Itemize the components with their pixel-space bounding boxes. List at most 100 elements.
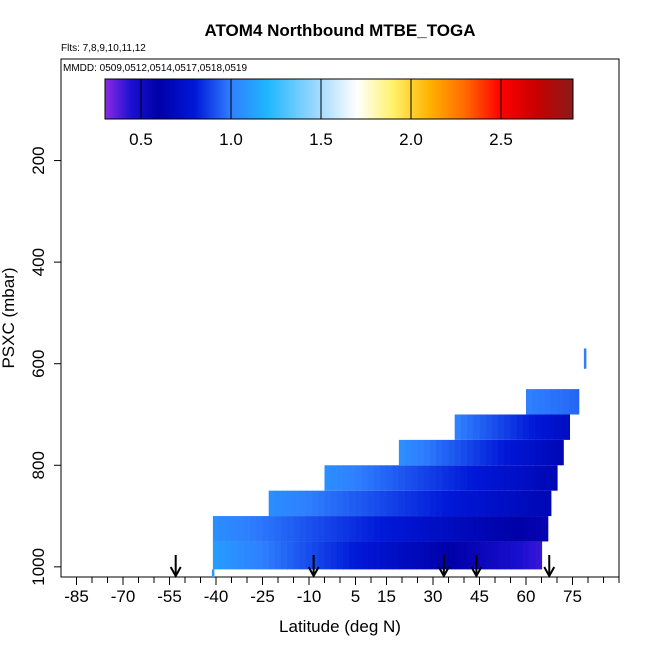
heat-cell [448,439,456,466]
heat-cell [398,541,406,570]
x-tick-label: 15 [377,587,396,606]
data-point [211,569,215,577]
heat-cell [448,541,456,570]
heat-cell [522,414,530,440]
heat-cell [467,490,474,517]
chart-title: ATOM4 Northbound MTBE_TOGA [204,21,475,40]
heat-cell [231,541,239,570]
heat-cell [560,439,564,466]
heat-cell [405,490,412,517]
heat-cell [516,465,524,491]
heat-cell [467,414,474,440]
x-tick-label: 60 [517,587,536,606]
heat-cell [318,516,326,542]
heat-cell [473,490,481,517]
heat-cell [510,414,518,440]
heat-cell [367,541,375,570]
heat-cell [343,516,350,542]
heat-cell [386,541,394,570]
heat-cell [429,516,437,542]
heat-cell [312,541,319,570]
heat-cell [417,465,425,491]
heat-cell [479,516,487,542]
heat-cell [411,516,419,542]
heat-cell [473,439,481,466]
heat-cell [504,465,512,491]
colorbar-tick-label: 1.0 [219,130,243,149]
heat-cell [293,541,301,570]
heat-cell [429,490,437,517]
heat-cell [541,414,549,440]
heat-cell [557,389,564,415]
heat-cell [243,516,251,542]
heat-cell [411,541,419,570]
heat-cell [212,516,220,542]
heat-cell [498,439,505,466]
heat-cell [219,541,226,570]
heat-cell [349,490,357,517]
arrow-down-icon [169,555,182,579]
heat-cell [330,465,338,491]
colorbar-tick-label: 0.5 [129,130,153,149]
heat-cell [411,490,419,517]
heat-cell [429,465,437,491]
heat-cell [336,516,344,542]
arrow-down-icon [543,555,556,579]
heat-cell [343,465,350,491]
heat-cell [268,541,276,570]
heat-cell [355,516,363,542]
heat-cell [535,490,543,517]
x-tick-label: -70 [111,587,136,606]
heat-cell [516,541,524,570]
heat-cell [281,490,288,517]
heat-cell [336,465,344,491]
heat-cell [553,465,558,491]
heat-cell [467,465,474,491]
heat-cell [361,541,369,570]
heat-cell [529,490,536,517]
heat-cell [541,490,549,517]
heat-cell [262,541,270,570]
arrow-head [470,566,483,579]
heat-cell [479,541,487,570]
heat-cell [330,516,338,542]
heat-cell [516,414,524,440]
arrow-head [307,566,320,579]
heat-cell [405,541,412,570]
heat-cell [479,439,487,466]
heat-cell [330,541,338,570]
heat-cell [442,516,450,542]
arrow-head [169,566,182,579]
flight-arrows [169,555,556,579]
heat-cell [355,465,363,491]
heat-cell [535,541,543,570]
heat-cell [532,389,539,415]
heat-cell [541,516,549,542]
heat-cell [250,516,257,542]
heat-cell [541,439,549,466]
heat-cell [498,541,505,570]
heat-cell [454,414,462,440]
heat-cell [374,490,381,517]
heat-cell [398,516,406,542]
heat-cell [312,516,319,542]
heat-cell [448,490,456,517]
heat-cell [287,490,295,517]
heat-cell [522,490,530,517]
heat-cell [504,439,512,466]
y-tick-label: 400 [29,248,48,276]
heat-cell [485,516,493,542]
heat-cell [575,389,580,415]
heat-cell [312,490,319,517]
heat-cell [473,414,481,440]
x-tick-label: 30 [424,587,443,606]
x-tick-label: -10 [297,587,322,606]
colorbar-gradient [104,78,574,120]
heat-cell [460,439,468,466]
heat-cell [225,541,233,570]
colorbar-tick-label: 2.0 [399,130,423,149]
heat-cell [386,490,394,517]
heat-cell [547,465,555,491]
heat-cell [386,465,394,491]
heat-cell [324,465,332,491]
